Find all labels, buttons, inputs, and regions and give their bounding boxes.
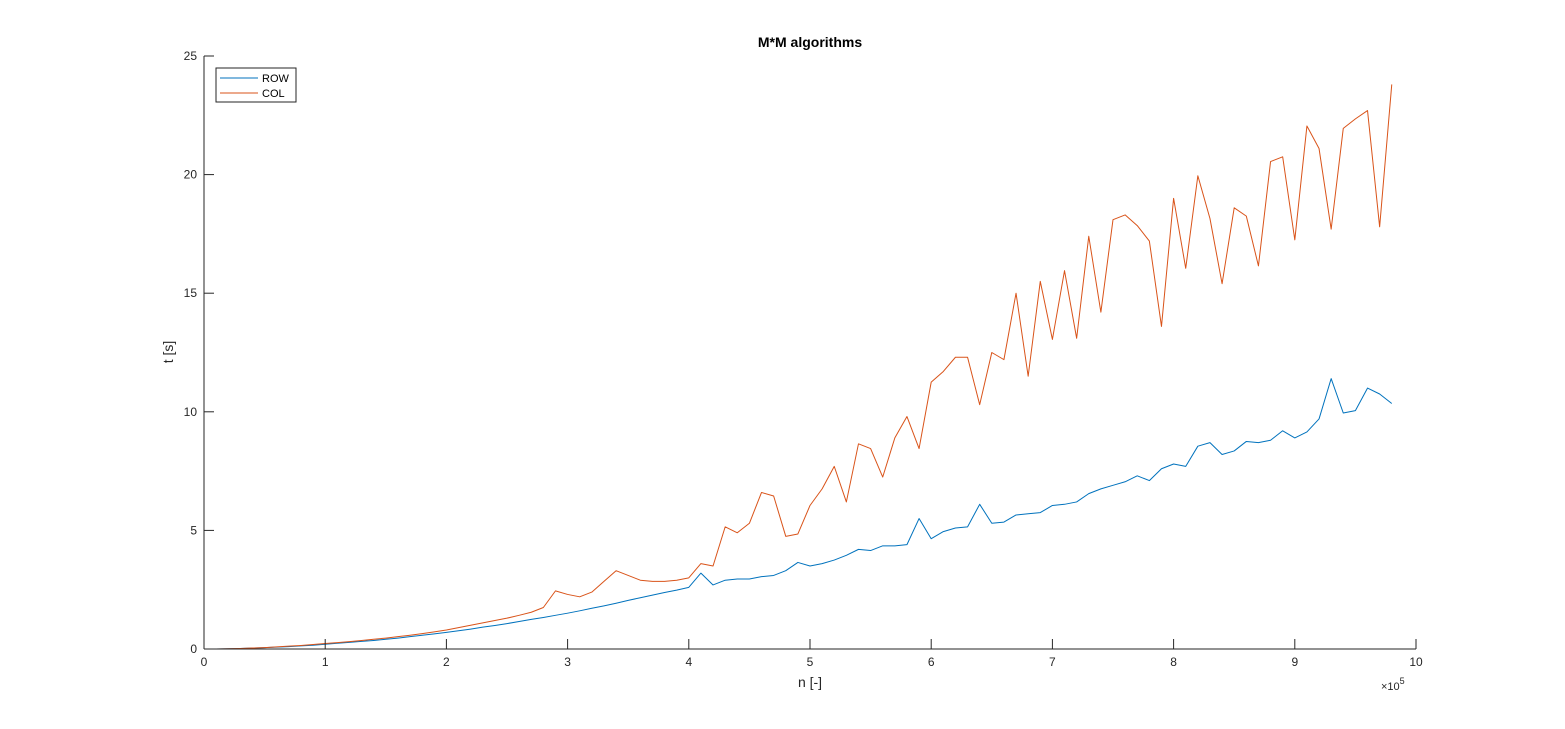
- y-tick-label: 10: [184, 405, 198, 419]
- y-ticks: 0 5 10 15 20 25: [184, 49, 214, 656]
- y-tick-label: 20: [184, 168, 198, 182]
- y-tick-label: 25: [184, 49, 198, 63]
- y-tick-label: 5: [190, 523, 197, 537]
- x-tick-label: 1: [322, 655, 329, 669]
- x-tick-label: 3: [564, 655, 571, 669]
- y-axis-label: t [s]: [160, 341, 176, 364]
- chart-title: M*M algorithms: [758, 34, 862, 50]
- y-tick-label: 0: [190, 642, 197, 656]
- x-multiplier: ×105: [1381, 676, 1405, 693]
- series-layer: [204, 84, 1393, 650]
- legend-label-row: ROW: [262, 73, 290, 85]
- series-line-row: [204, 378, 1393, 650]
- legend: ROW COL: [215, 67, 297, 103]
- x-tick-label: 7: [1049, 655, 1056, 669]
- legend-label-col: COL: [262, 88, 285, 100]
- x-tick-label: 0: [201, 655, 208, 669]
- x-tick-label: 4: [685, 655, 692, 669]
- x-tick-label: 6: [928, 655, 935, 669]
- x-tick-label: 8: [1170, 655, 1177, 669]
- legend-box: [215, 67, 297, 103]
- y-tick-label: 15: [184, 286, 198, 300]
- x-tick-label: 5: [807, 655, 814, 669]
- plot-background: [204, 56, 1416, 649]
- x-tick-label: 10: [1409, 655, 1423, 669]
- series-line-col: [204, 84, 1393, 650]
- x-axis-label: n [-]: [798, 674, 822, 690]
- x-tick-label: 2: [443, 655, 450, 669]
- x-ticks: 0 1 2 3 4 5 6 7 8 9 10: [201, 639, 1423, 669]
- x-multiplier-base: ×10: [1381, 681, 1400, 693]
- x-multiplier-exponent: 5: [1400, 676, 1405, 686]
- plot-area: 0 1 2 3 4 5 6 7 8 9 10 0 5 10 15 20 25: [184, 49, 1423, 669]
- x-tick-label: 9: [1291, 655, 1298, 669]
